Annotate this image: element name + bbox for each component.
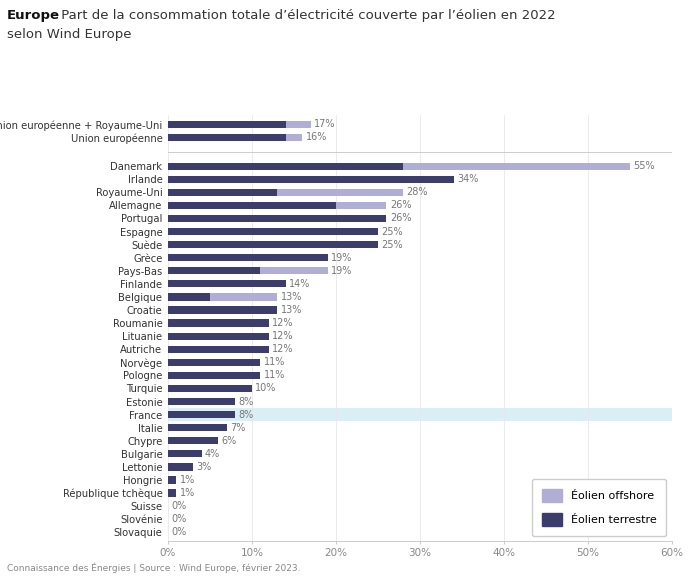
Text: 16%: 16% — [306, 132, 327, 142]
Bar — [168, 189, 277, 196]
Bar — [168, 463, 193, 471]
Bar — [168, 293, 210, 301]
Bar — [336, 202, 386, 209]
Bar — [168, 121, 286, 128]
Bar — [168, 162, 403, 170]
Bar — [168, 490, 176, 497]
Text: 4%: 4% — [205, 449, 220, 459]
Bar — [168, 215, 386, 222]
Text: 1%: 1% — [180, 488, 195, 498]
Bar — [168, 476, 176, 484]
Bar — [260, 267, 328, 274]
Bar — [168, 408, 672, 421]
Text: 13%: 13% — [281, 292, 302, 302]
Text: 55%: 55% — [634, 161, 655, 171]
Text: 12%: 12% — [272, 331, 294, 341]
Text: 28%: 28% — [407, 187, 428, 198]
Bar — [168, 254, 328, 262]
Text: 6%: 6% — [222, 436, 237, 446]
Bar — [168, 228, 378, 235]
Text: Connaissance des Énergies | Source : Wind Europe, février 2023.: Connaissance des Énergies | Source : Win… — [7, 563, 300, 573]
Text: 1%: 1% — [180, 475, 195, 485]
Text: 10%: 10% — [256, 384, 276, 393]
Bar — [210, 293, 277, 301]
Bar — [168, 424, 227, 431]
Bar — [168, 450, 202, 457]
Text: 0%: 0% — [172, 527, 187, 537]
Bar — [277, 189, 403, 196]
Text: 14%: 14% — [289, 279, 310, 289]
Bar — [168, 411, 235, 418]
Legend: Éolien offshore, Éolien terrestre: Éolien offshore, Éolien terrestre — [532, 479, 666, 536]
Bar — [168, 134, 286, 141]
Text: 12%: 12% — [272, 344, 294, 354]
Text: 11%: 11% — [264, 370, 285, 380]
Bar — [168, 320, 269, 327]
Text: 0%: 0% — [172, 501, 187, 511]
Text: 34%: 34% — [457, 175, 478, 184]
Bar — [168, 267, 260, 274]
Bar — [168, 346, 269, 353]
Bar — [403, 162, 630, 170]
Text: 25%: 25% — [382, 226, 403, 237]
Text: Part de la consommation totale d’électricité couverte par l’éolien en 2022: Part de la consommation totale d’électri… — [57, 9, 556, 22]
Text: 26%: 26% — [390, 200, 412, 210]
Text: Europe: Europe — [7, 9, 60, 22]
Bar — [168, 306, 277, 313]
Text: 12%: 12% — [272, 318, 294, 328]
Bar — [168, 241, 378, 248]
Bar — [168, 437, 218, 444]
Bar — [168, 176, 454, 183]
Bar — [168, 359, 260, 366]
Text: 19%: 19% — [331, 253, 352, 263]
Text: 13%: 13% — [281, 305, 302, 315]
Text: 11%: 11% — [264, 357, 285, 367]
Text: 25%: 25% — [382, 240, 403, 249]
Text: 8%: 8% — [239, 396, 254, 407]
Bar — [168, 202, 336, 209]
Text: 26%: 26% — [390, 214, 412, 223]
Text: 7%: 7% — [230, 423, 246, 433]
Text: 19%: 19% — [331, 266, 352, 276]
Text: 0%: 0% — [172, 514, 187, 524]
Text: 17%: 17% — [314, 119, 336, 130]
Bar — [286, 134, 302, 141]
Text: selon Wind Europe: selon Wind Europe — [7, 28, 132, 41]
Text: 3%: 3% — [197, 462, 212, 472]
Bar — [168, 281, 286, 287]
Text: 8%: 8% — [239, 410, 254, 419]
Bar — [168, 385, 252, 392]
Bar — [286, 121, 311, 128]
Bar — [168, 398, 235, 405]
Bar — [168, 332, 269, 340]
Bar — [168, 372, 260, 379]
